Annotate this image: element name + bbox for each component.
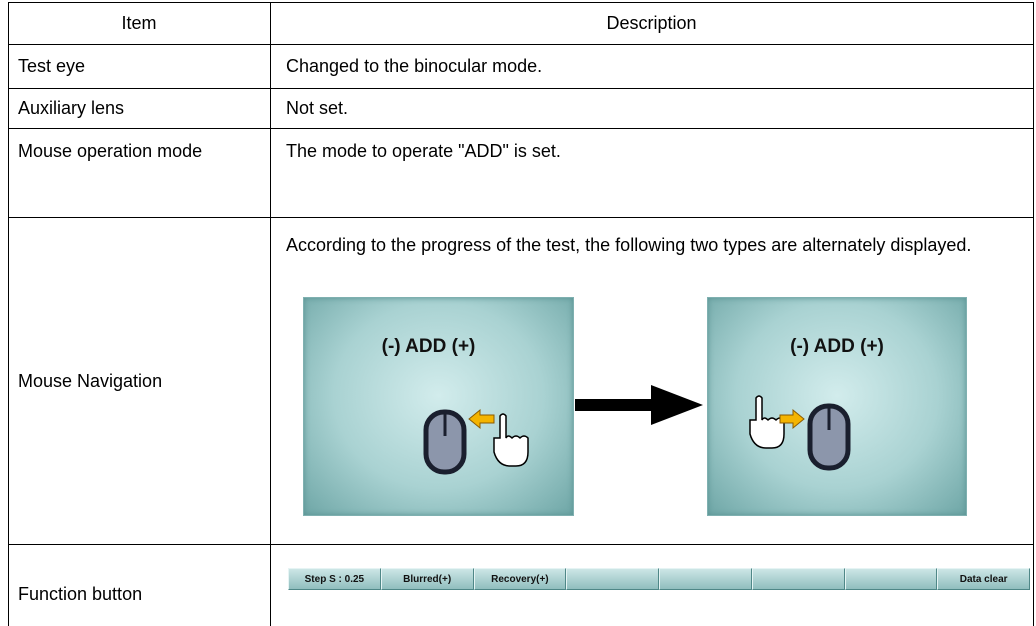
item-cell: Function button [18,584,143,604]
image-label: (-) ADD (+) [381,336,476,357]
table-border [8,88,1034,89]
table-border [8,2,1034,3]
arrow [575,385,703,425]
function-button[interactable]: Step S : 0.25 [288,568,381,590]
table-border [8,544,1034,545]
description-cell: Not set. [286,98,349,118]
function-button[interactable] [659,568,752,590]
navigation-image: (-) ADD (+) [707,297,967,516]
item-cell: Auxiliary lens [18,98,125,118]
item-cell: Test eye [18,56,86,76]
function-bar: Step S : 0.25 Blurred(+) Recovery(+) Dat… [288,568,1030,590]
item-cell: Mouse operation mode [18,141,203,161]
navigation-image: (-) ADD (+) [303,297,574,516]
function-button[interactable] [751,568,845,590]
function-button[interactable]: Recovery(+) [473,568,567,590]
description-cell: Changed to the binocular mode. [286,56,543,76]
item-cell: Mouse Navigation [18,371,163,391]
function-button[interactable]: Data clear [937,568,1030,590]
image-label: (-) ADD (+) [790,336,884,357]
function-button[interactable] [844,568,938,590]
header-cell: Item [121,13,157,33]
table-border [270,2,271,626]
table-border [8,217,1034,218]
description-cell: The mode to operate "ADD" is set. [286,141,561,161]
table-border [8,44,1034,45]
mouse-icon [423,408,529,475]
description-cell: According to the progress of the test, t… [286,235,972,255]
function-button[interactable]: Blurred(+) [380,568,474,590]
table-border [8,128,1034,129]
function-button[interactable] [566,568,659,590]
table-border [8,2,9,626]
table-border [1033,2,1034,626]
mouse-icon [749,395,851,471]
header-cell: Description [606,13,697,33]
